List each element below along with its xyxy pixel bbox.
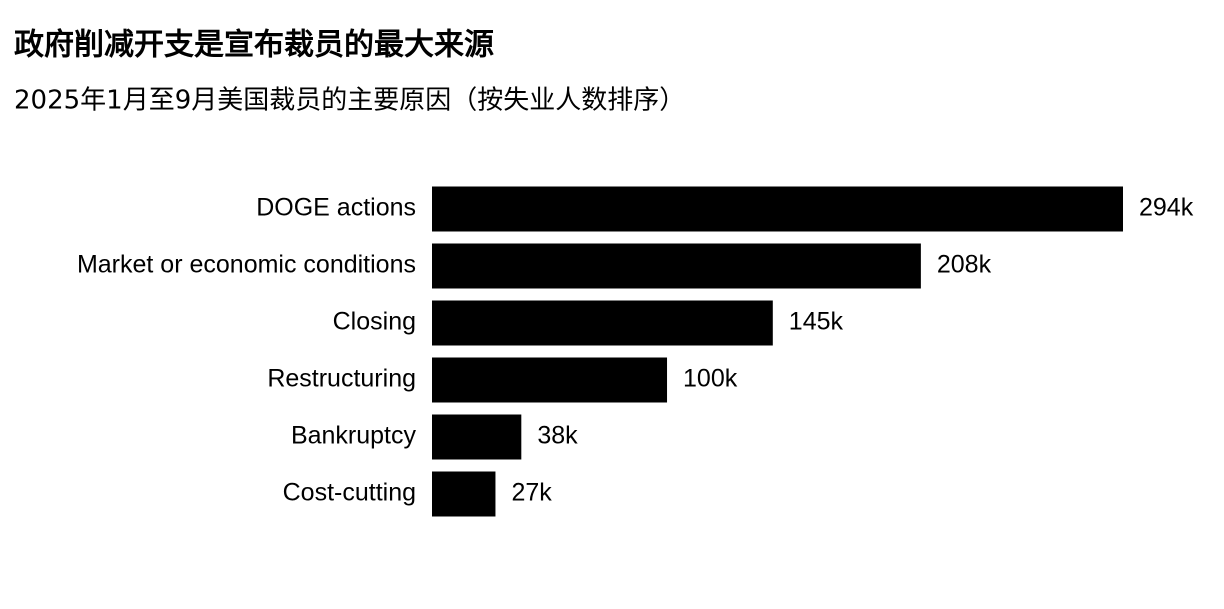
category-label: Market or economic conditions — [77, 251, 416, 279]
category-label: Closing — [333, 308, 416, 336]
bar — [432, 357, 668, 403]
bar — [432, 186, 1123, 232]
category-label: Restructuring — [267, 365, 416, 393]
bar — [432, 300, 773, 346]
value-label: 38k — [537, 422, 578, 450]
value-label: 208k — [937, 251, 992, 279]
bar — [432, 243, 921, 289]
bar — [432, 471, 496, 517]
category-label: DOGE actions — [256, 194, 416, 222]
chart-subtitle: 2025年1月至9月美国裁员的主要原因（按失业人数排序） — [14, 86, 685, 116]
value-label: 145k — [789, 308, 844, 336]
value-label: 100k — [683, 365, 738, 393]
bar — [432, 414, 522, 460]
value-label: 27k — [511, 479, 552, 507]
category-label: Bankruptcy — [291, 422, 417, 450]
category-label: Cost-cutting — [283, 479, 416, 507]
chart-title: 政府削减开支是宣布裁员的最大来源 — [14, 28, 494, 63]
value-label: 294k — [1139, 194, 1194, 222]
